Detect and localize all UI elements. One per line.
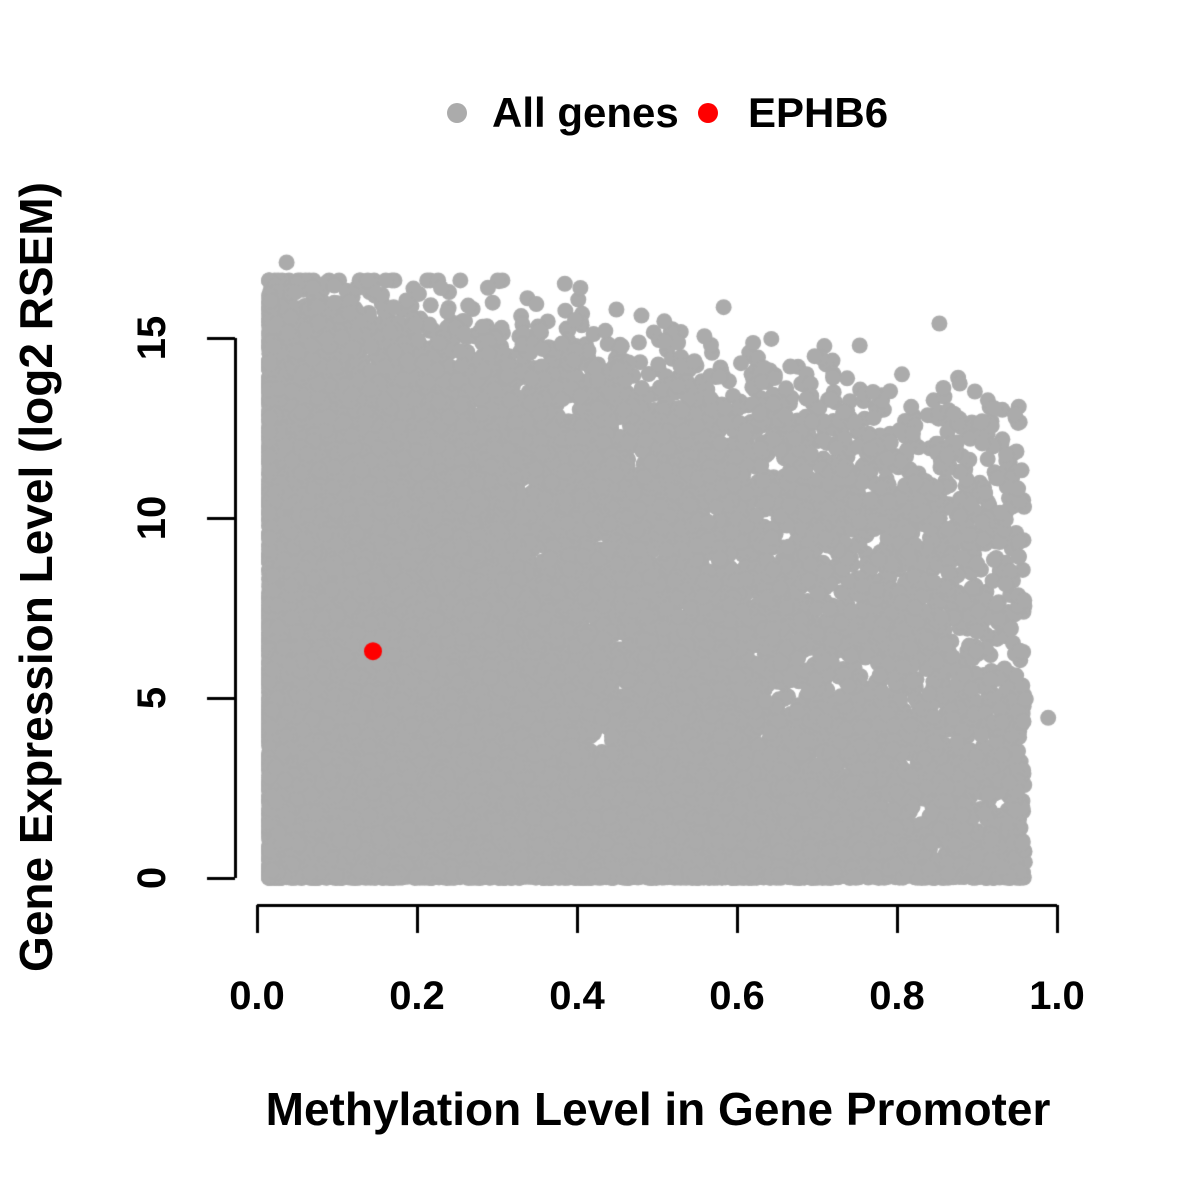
- y-tick-label-0: 0: [130, 866, 174, 890]
- x-tick-label-0.8: 0.8: [869, 974, 925, 1018]
- y-tick-label-15: 15: [130, 315, 174, 361]
- y-tick-label-5: 5: [130, 686, 174, 710]
- x-axis-title: Methylation Level in Gene Promoter: [265, 1083, 1051, 1135]
- legend-label-ephb6: EPHB6: [748, 89, 889, 136]
- ephb6-legend-dot-icon: [698, 103, 718, 123]
- legend-label-all-genes: All genes: [492, 89, 679, 136]
- x-tick-label-0.0: 0.0: [229, 974, 285, 1018]
- all-genes-legend-dot-icon: [447, 103, 467, 123]
- y-axis-title: Gene Expression Level (log2 RSEM): [10, 182, 62, 972]
- x-tick-label-0.4: 0.4: [549, 974, 605, 1018]
- y-tick-label-10: 10: [130, 495, 174, 541]
- legend: All genes EPHB6: [0, 0, 1200, 160]
- x-tick-label-0.6: 0.6: [709, 974, 765, 1018]
- x-tick-label-0.2: 0.2: [389, 974, 445, 1018]
- x-tick-label-1.0: 1.0: [1029, 974, 1085, 1018]
